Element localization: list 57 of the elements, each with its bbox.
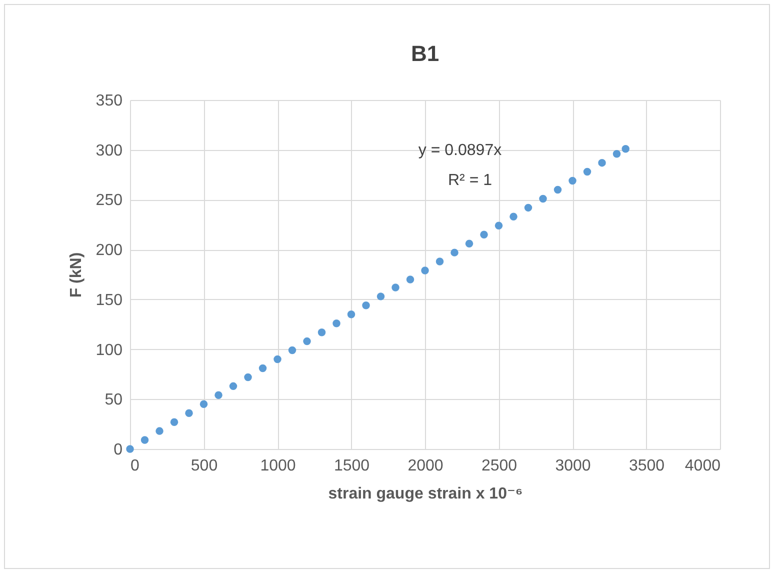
- chart-title: B1: [410, 41, 440, 66]
- point: [362, 302, 370, 310]
- point: [303, 337, 311, 346]
- point: [450, 248, 458, 256]
- point: [568, 176, 576, 185]
- x-tick-label: 4000: [684, 458, 721, 474]
- point: [185, 409, 193, 417]
- annotation: R² = 1: [448, 172, 492, 189]
- point: [214, 391, 222, 400]
- x-axis-title: strain gauge strain x 10⁻⁶: [328, 486, 523, 502]
- y-tick-label: 0: [114, 442, 123, 458]
- point: [274, 355, 282, 364]
- x-tick-label: 1000: [260, 458, 296, 474]
- point: [258, 364, 267, 372]
- x-tick-label: 2500: [481, 458, 518, 474]
- y-tick-label: 200: [96, 242, 123, 260]
- x-tick-label: 500: [190, 458, 218, 474]
- point: [406, 276, 414, 284]
- x-tick-label: 2000: [408, 458, 444, 474]
- point: [376, 292, 385, 300]
- x-tick-label: 1500: [334, 458, 370, 474]
- point: [436, 258, 444, 266]
- point: [554, 186, 562, 194]
- point: [539, 194, 547, 203]
- y-tick-label: 50: [104, 392, 123, 409]
- point: [524, 204, 532, 212]
- point: [156, 427, 164, 435]
- point: [494, 222, 503, 230]
- y-tick-label: 300: [96, 142, 123, 160]
- point: [598, 158, 606, 167]
- x-tick-label: 3000: [555, 458, 591, 474]
- point: [480, 230, 488, 238]
- point: [229, 382, 238, 390]
- point: [622, 144, 630, 153]
- point: [392, 284, 400, 292]
- point: [318, 328, 326, 336]
- point: [612, 150, 621, 158]
- point: [140, 436, 149, 444]
- point: [465, 240, 474, 248]
- point: [510, 212, 518, 221]
- y-tick-label: 100: [96, 342, 123, 359]
- point: [421, 266, 429, 274]
- y-tick-label: 250: [96, 192, 123, 210]
- point: [347, 310, 356, 318]
- point: [288, 346, 296, 354]
- y-tick-label: 350: [96, 92, 123, 110]
- x-tick-label: 3500: [628, 458, 665, 474]
- point: [170, 418, 178, 426]
- point: [583, 168, 592, 176]
- x-tick-label: 0: [130, 458, 140, 474]
- y-axis-title: F (kN): [68, 252, 85, 298]
- annotation: y = 0.0897x: [418, 142, 502, 159]
- point: [332, 319, 340, 328]
- point: [200, 400, 208, 408]
- point: [244, 373, 252, 382]
- y-tick-label: 150: [96, 292, 123, 309]
- point: [126, 445, 134, 453]
